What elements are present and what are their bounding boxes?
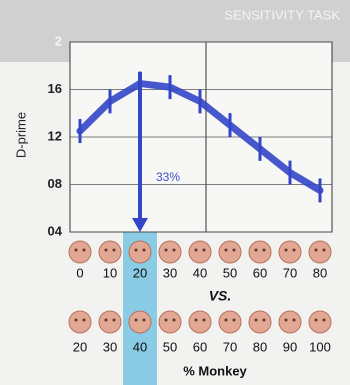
- y-tick-label: 12: [48, 128, 62, 143]
- y-tick-label: 16: [48, 81, 62, 96]
- face-top: [278, 240, 302, 264]
- annotation: 33%: [156, 170, 180, 184]
- face-bottom: [98, 310, 122, 334]
- face-bottom: [188, 310, 212, 334]
- face-top: [98, 240, 122, 264]
- x-tick-label-second: 50: [163, 339, 177, 354]
- face-top-eye: [254, 248, 258, 252]
- face-bottom-eye: [82, 318, 86, 322]
- face-top-eye: [224, 248, 228, 252]
- face-top-eye: [194, 248, 198, 252]
- face-bottom-eye: [314, 318, 318, 322]
- face-bottom-eye: [232, 318, 236, 322]
- face-bottom-eye: [164, 318, 168, 322]
- x-tick-label-second: 20: [73, 339, 87, 354]
- face-top: [218, 240, 242, 264]
- face-bottom-eye: [194, 318, 198, 322]
- x-tick-label: 30: [163, 265, 177, 280]
- face-bottom-eye: [172, 318, 176, 322]
- y-tick-label: 2: [55, 33, 62, 48]
- y-axis-label: D-prime: [13, 112, 28, 158]
- face-top-eye: [172, 248, 176, 252]
- arrow-head: [132, 218, 148, 232]
- y-tick-label: 04: [48, 223, 63, 238]
- x-tick-label: 0: [76, 265, 83, 280]
- x-tick-label: 40: [193, 265, 207, 280]
- face-top-eye: [314, 248, 318, 252]
- face-top-eye: [322, 248, 326, 252]
- x-tick-label: 10: [103, 265, 117, 280]
- face-top: [248, 240, 272, 264]
- face-top-eye: [164, 248, 168, 252]
- face-bottom-eye: [262, 318, 266, 322]
- face-top: [128, 240, 152, 264]
- face-bottom-eye: [104, 318, 108, 322]
- face-top-eye: [134, 248, 138, 252]
- face-bottom: [68, 310, 92, 334]
- face-top: [158, 240, 182, 264]
- x-tick-label: 70: [283, 265, 297, 280]
- face-top-eye: [284, 248, 288, 252]
- face-top-eye: [262, 248, 266, 252]
- face-bottom: [278, 310, 302, 334]
- x-tick-label-second: 90: [283, 339, 297, 354]
- x-tick-label-second: 30: [103, 339, 117, 354]
- face-bottom-eye: [112, 318, 116, 322]
- face-top-eye: [104, 248, 108, 252]
- face-bottom-eye: [292, 318, 296, 322]
- x-tick-label: 50: [223, 265, 237, 280]
- face-bottom-eye: [254, 318, 258, 322]
- chart-title: SENSITIVITY TASK: [224, 7, 340, 22]
- face-bottom-eye: [322, 318, 326, 322]
- face-bottom-eye: [74, 318, 78, 322]
- face-bottom-eye: [142, 318, 146, 322]
- x-tick-label-second: 40: [133, 339, 147, 354]
- x-tick-label-second: 70: [223, 339, 237, 354]
- x-tick-label: 20: [133, 265, 147, 280]
- face-top: [308, 240, 332, 264]
- face-top-eye: [112, 248, 116, 252]
- face-bottom-eye: [202, 318, 206, 322]
- face-bottom: [158, 310, 182, 334]
- x-tick-label: 80: [313, 265, 327, 280]
- separator: VS.: [209, 288, 232, 304]
- face-top-eye: [292, 248, 296, 252]
- x-tick-label-second: 60: [193, 339, 207, 354]
- face-bottom: [308, 310, 332, 334]
- face-bottom-eye: [224, 318, 228, 322]
- face-bottom: [218, 310, 242, 334]
- face-top-eye: [82, 248, 86, 252]
- x-axis-label: % Monkey: [183, 363, 247, 378]
- face-bottom-eye: [134, 318, 138, 322]
- face-bottom: [248, 310, 272, 334]
- y-tick-label: 08: [48, 176, 62, 191]
- face-top-eye: [232, 248, 236, 252]
- face-top-eye: [74, 248, 78, 252]
- face-top-eye: [142, 248, 146, 252]
- x-tick-label: 60: [253, 265, 267, 280]
- x-tick-label-second: 80: [253, 339, 267, 354]
- face-top-eye: [202, 248, 206, 252]
- face-top: [188, 240, 212, 264]
- face-bottom-eye: [284, 318, 288, 322]
- face-bottom: [128, 310, 152, 334]
- x-tick-label-second: 100: [309, 339, 331, 354]
- face-top: [68, 240, 92, 264]
